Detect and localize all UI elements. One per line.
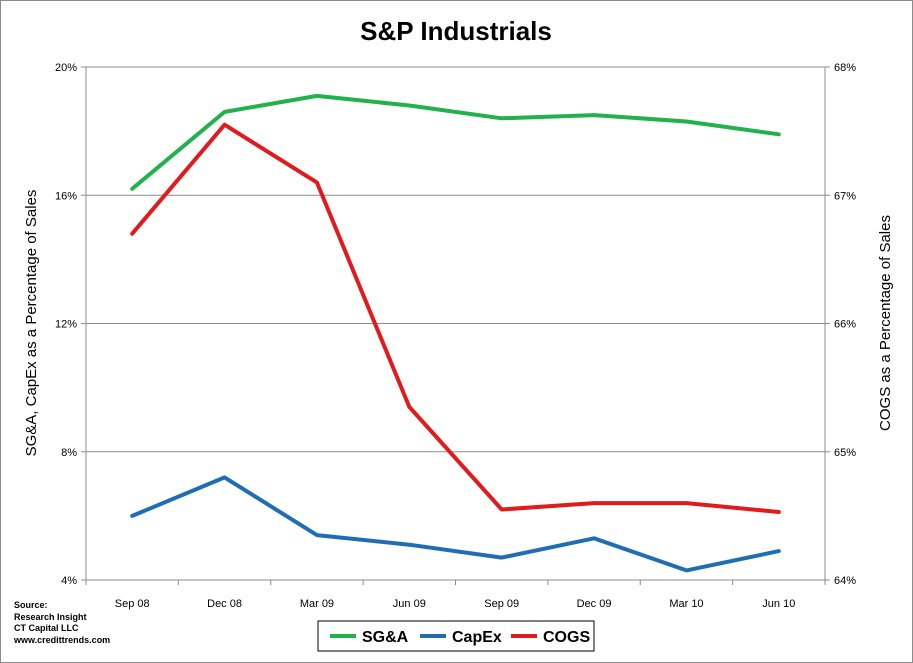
x-tick-label: Jun 09 — [393, 598, 426, 610]
x-tick-label: Mar 10 — [669, 598, 703, 610]
x-tick-label: Sep 09 — [484, 598, 519, 610]
legend-label-sg-a: SG&A — [362, 629, 409, 646]
legend: SG&A CapEx COGS — [317, 620, 595, 652]
series-line-capex — [130, 475, 781, 573]
source-heading: Source: — [14, 600, 48, 610]
gridlines — [86, 194, 825, 453]
series-lines — [130, 93, 781, 573]
y-left-tick-label: 4% — [61, 575, 77, 587]
y-right-tick-label: 67% — [834, 190, 856, 202]
x-tick-label: Sep 08 — [115, 598, 150, 610]
tick-labels: 4% 64% 8% 65% 12% 66% 16% 67% 20% 68% Sep 08 Dec 08… — [55, 62, 856, 610]
x-tick-label: Mar 09 — [300, 598, 334, 610]
y-left-tick-label: 8% — [61, 447, 77, 459]
y-right-tick-label: 66% — [834, 319, 856, 331]
y-right-tick-label: 68% — [834, 62, 856, 74]
y-left-tick-label: 20% — [55, 62, 77, 74]
y-left-tick-label: 12% — [55, 319, 77, 331]
x-tick-label: Jun 10 — [762, 598, 795, 610]
y-axis-right-label: COGS as a Percentage of Sales — [877, 215, 894, 431]
x-tick-label: Dec 09 — [577, 598, 612, 610]
y-right-tick-label: 64% — [834, 575, 856, 587]
source-note: Source: Research Insight CT Capital LLC … — [14, 600, 110, 646]
source-line: Research Insight — [14, 611, 87, 622]
series-line-cogs — [130, 122, 781, 514]
y-axis-left-label: SG&A, CapEx as a Percentage of Sales — [23, 190, 40, 457]
legend-box — [317, 620, 595, 652]
x-tick-label: Dec 08 — [207, 598, 242, 610]
y-left-tick-label: 16% — [55, 190, 77, 202]
legend-label-capex: CapEx — [452, 629, 502, 646]
axis-ticks — [81, 66, 830, 585]
series-line-sg-a — [130, 93, 781, 191]
legend-label-cogs: COGS — [543, 629, 590, 646]
chart-title: S&P Industrials — [360, 16, 552, 46]
source-line: www.credittrends.com — [14, 634, 111, 645]
y-right-tick-label: 65% — [834, 447, 856, 459]
source-line: CT Capital LLC — [14, 623, 79, 633]
